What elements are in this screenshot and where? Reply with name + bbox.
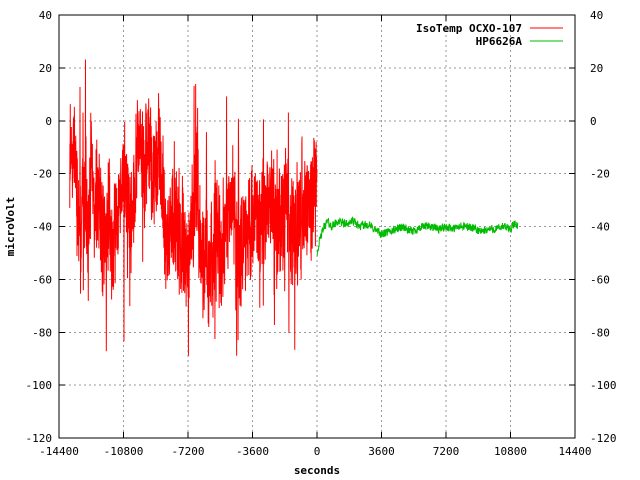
legend-label-isotemp: IsoTemp OCXO-107 xyxy=(416,22,522,35)
x-tick-label: -3600 xyxy=(236,445,269,458)
tick-marks xyxy=(58,14,576,439)
series-group xyxy=(69,59,519,356)
legend: IsoTemp OCXO-107 HP6626A xyxy=(416,22,563,48)
y-tick-label-left: 20 xyxy=(39,62,52,75)
y-tick-label-right: -100 xyxy=(590,379,617,392)
y-tick-label-left: -60 xyxy=(32,273,52,286)
x-tick-labels: -14400 -10800 -7200 -3600 0 3600 7200 10800 1440… xyxy=(39,445,591,458)
x-tick-label: -7200 xyxy=(171,445,204,458)
y-tick-label-left: -120 xyxy=(26,432,53,445)
x-tick-label: 3600 xyxy=(368,445,395,458)
x-tick-label: -10800 xyxy=(104,445,144,458)
y-tick-label-left: -100 xyxy=(26,379,53,392)
y-axis-label: microVolt xyxy=(4,197,17,257)
y-tick-label-left: 0 xyxy=(45,115,52,128)
y-tick-label-left: -80 xyxy=(32,326,52,339)
y-tick-label-left: -40 xyxy=(32,221,52,234)
x-tick-label: 14400 xyxy=(558,445,591,458)
legend-label-hp6626a: HP6626A xyxy=(476,35,523,48)
x-tick-label: -14400 xyxy=(39,445,79,458)
y-tick-label-right: -40 xyxy=(590,221,610,234)
x-tick-label: 7200 xyxy=(433,445,460,458)
y-tick-label-right: -20 xyxy=(590,168,610,181)
y-tick-label-right: -120 xyxy=(590,432,617,445)
x-axis-label: seconds xyxy=(294,464,340,477)
y-tick-label-right: 40 xyxy=(590,9,603,22)
y-tick-label-right: 20 xyxy=(590,62,603,75)
series-line-isotemp xyxy=(69,59,318,356)
y-tick-label-left: 40 xyxy=(39,9,52,22)
y-tick-label-right: -80 xyxy=(590,326,610,339)
y-tick-label-right: -60 xyxy=(590,273,610,286)
y-tick-labels-left: 40 20 0 -20 -40 -60 -80 -100 -120 xyxy=(26,9,53,445)
x-tick-label: 0 xyxy=(314,445,321,458)
y-tick-labels-right: 40 20 0 -20 -40 -60 -80 -100 -120 xyxy=(590,9,617,445)
x-tick-label: 10800 xyxy=(494,445,527,458)
y-tick-label-right: 0 xyxy=(590,115,597,128)
y-tick-label-left: -20 xyxy=(32,168,52,181)
series-line-hp6626a xyxy=(316,216,519,256)
